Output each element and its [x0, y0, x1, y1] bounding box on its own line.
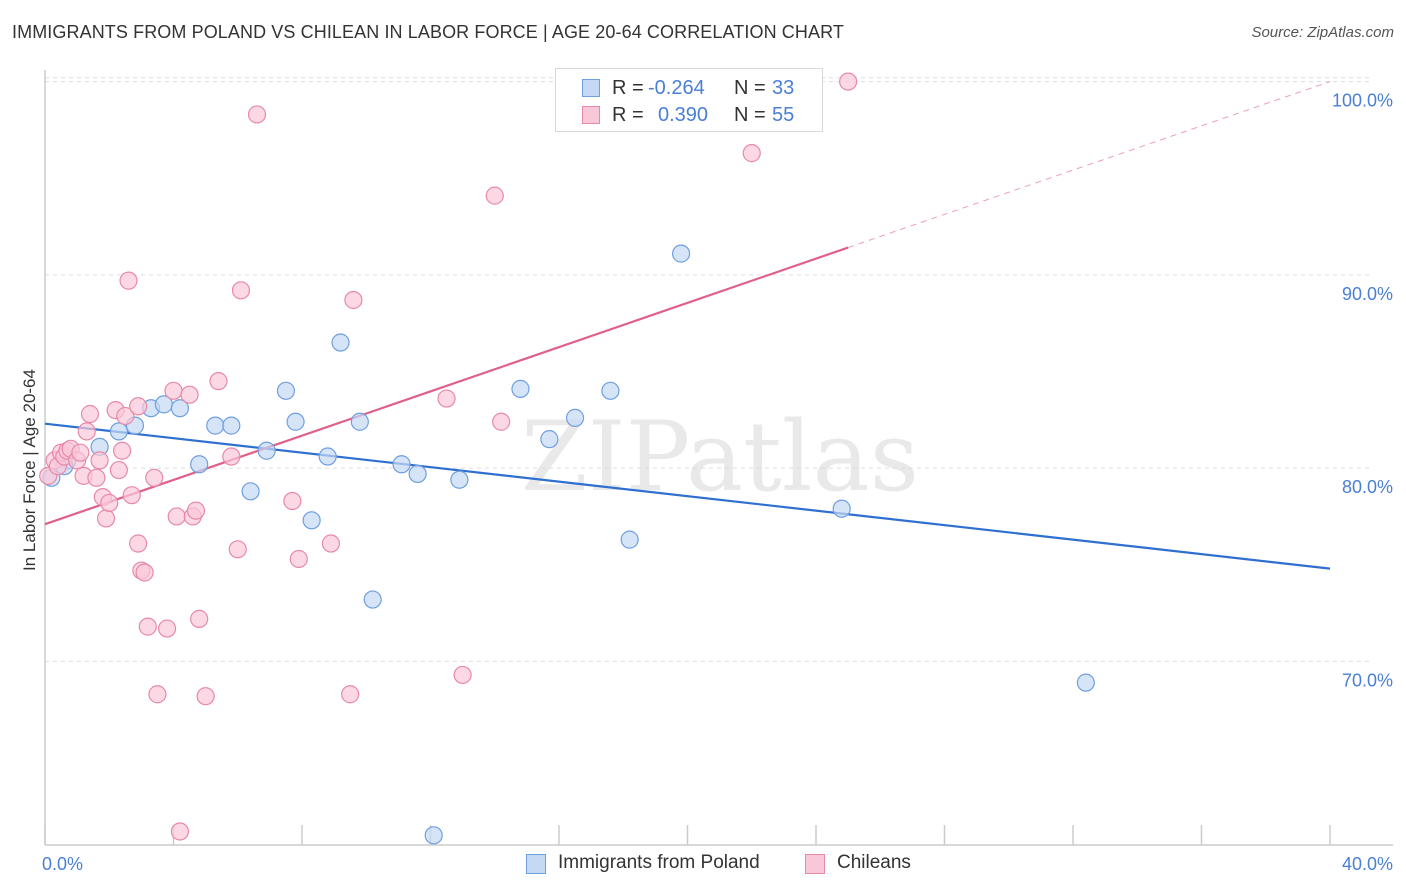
legend-swatch-blue [582, 79, 600, 97]
legend-n-label: N = [734, 77, 766, 99]
legend-n-value: 33 [772, 77, 795, 99]
point-pink [209, 372, 228, 391]
point-pink [122, 486, 141, 505]
point-blue [286, 412, 305, 431]
bottom-legend-label: Chileans [837, 852, 911, 873]
grid-lines [45, 77, 1370, 662]
point-pink [180, 385, 199, 404]
trend-lines [44, 81, 1331, 570]
point-pink [167, 507, 186, 526]
point-pink [138, 617, 157, 636]
point-blue [109, 422, 128, 441]
chart-title: IMMIGRANTS FROM POLAND VS CHILEAN IN LAB… [12, 22, 844, 42]
point-blue [565, 408, 585, 427]
trend-line-pink [44, 246, 849, 526]
point-pink [96, 509, 116, 528]
point-pink [71, 443, 90, 462]
y-tick-label: 100.0% [1332, 91, 1393, 111]
y-tick-label: 90.0% [1342, 284, 1393, 304]
trend-line-extension-pink [847, 81, 1331, 249]
point-blue [363, 590, 382, 609]
x-tick-label: 0.0% [42, 854, 83, 874]
point-pink [222, 447, 241, 466]
point-pink [135, 563, 154, 582]
point-pink [148, 685, 167, 704]
point-pink [129, 534, 148, 553]
stats-legend: R = -0.264 N = 33 R = 0.390 N = 55 [555, 68, 823, 132]
point-pink [77, 422, 96, 441]
point-pink [80, 404, 100, 424]
point-blue [190, 455, 209, 474]
point-pink [289, 549, 308, 569]
point-blue [408, 464, 427, 484]
point-blue [671, 244, 691, 263]
point-blue [241, 482, 260, 501]
point-pink [112, 441, 132, 460]
point-blue [331, 333, 350, 352]
point-pink [437, 389, 456, 408]
point-pink [129, 397, 148, 416]
point-pink [119, 271, 138, 290]
point-blue [620, 530, 639, 549]
point-pink [485, 186, 504, 205]
legend-r-value: -0.264 [648, 77, 705, 99]
point-pink [87, 468, 106, 487]
legend-r-value: 0.390 [658, 104, 709, 126]
point-pink [116, 406, 135, 426]
watermark: ZIPatlas [521, 401, 919, 513]
point-pink [341, 685, 360, 704]
point-pink [164, 381, 183, 400]
y-tick-label: 70.0% [1342, 670, 1393, 690]
point-blue [318, 447, 337, 466]
point-blue [832, 499, 851, 518]
point-pink [453, 665, 472, 685]
point-pink [90, 451, 109, 470]
point-pink [231, 281, 251, 300]
point-blue [540, 430, 559, 449]
point-pink [742, 144, 761, 163]
point-blue [1076, 673, 1095, 692]
point-blue [350, 412, 369, 431]
point-blue [206, 416, 225, 435]
point-blue [392, 455, 411, 474]
point-blue [170, 399, 190, 418]
point-pink [190, 609, 209, 628]
point-pink [839, 72, 858, 91]
point-pink [170, 822, 190, 841]
point-pink [228, 540, 247, 559]
point-pink [157, 619, 177, 638]
point-blue [276, 381, 296, 400]
point-blue [450, 470, 469, 489]
point-blue [222, 416, 241, 435]
point-blue [257, 441, 276, 460]
legend-swatch-pink [582, 106, 600, 124]
point-blue [424, 826, 443, 845]
legend-r-label: R = [612, 104, 644, 126]
chart-source: Source: ZipAtlas.com [1251, 24, 1394, 41]
tick-labels: 70.0% 80.0% 90.0% 100.0% 0.0% 40.0% [42, 91, 1393, 874]
legend-n-value: 55 [772, 104, 795, 126]
point-blue [511, 379, 530, 398]
point-blue [601, 381, 620, 400]
point-pink [247, 105, 267, 124]
data-points [39, 72, 1095, 845]
bottom-legend-swatch-pink [805, 854, 825, 874]
point-pink [196, 687, 215, 706]
point-pink [321, 534, 341, 553]
x-tick-label: 40.0% [1342, 854, 1393, 874]
legend-r-label: R = [612, 77, 644, 99]
y-tick-label: 80.0% [1342, 477, 1393, 497]
point-blue [302, 511, 321, 530]
point-pink [109, 460, 128, 480]
point-pink [100, 493, 119, 513]
bottom-legend-label: Immigrants from Poland [558, 852, 760, 873]
point-pink [344, 290, 363, 310]
point-pink [145, 468, 164, 487]
point-pink [492, 412, 511, 431]
bottom-legend-swatch-blue [526, 854, 546, 874]
legend-n-label: N = [734, 104, 766, 126]
point-pink [186, 501, 206, 520]
point-pink [283, 491, 302, 511]
